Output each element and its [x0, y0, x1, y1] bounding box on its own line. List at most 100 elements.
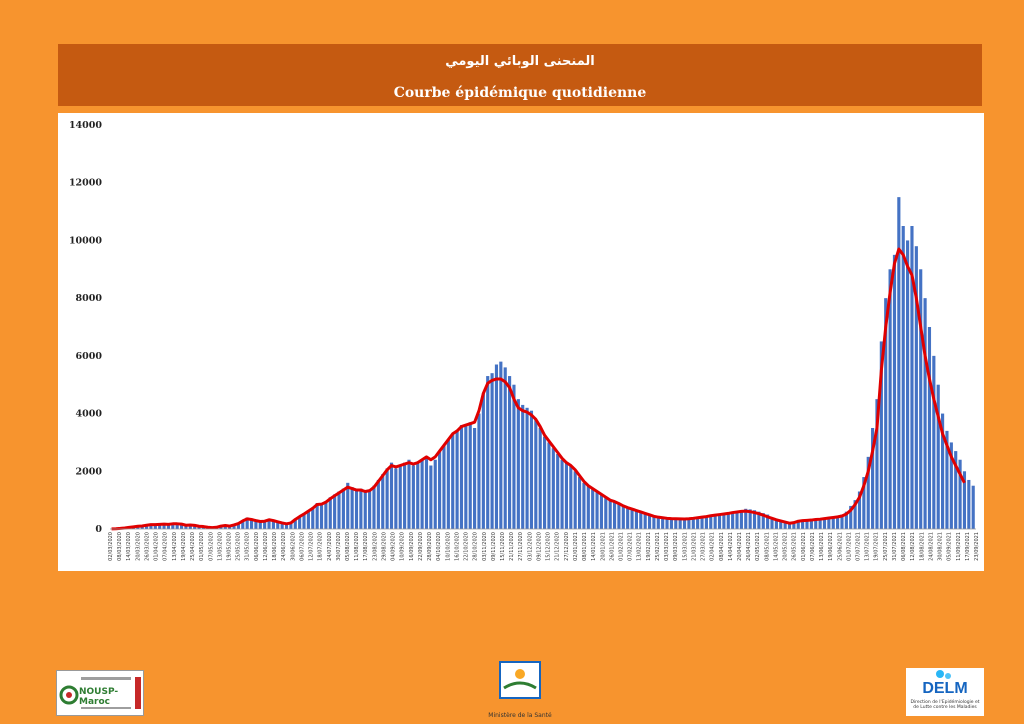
daily-cases-bar — [582, 482, 586, 529]
x-tick-label: 07/05/2020 — [208, 532, 214, 561]
daily-cases-bar — [363, 491, 367, 529]
x-tick-label: 15/11/2020 — [500, 532, 506, 561]
x-tick-label: 17/08/2020 — [363, 532, 369, 561]
daily-cases-bar — [682, 519, 687, 529]
daily-cases-bar — [949, 442, 953, 529]
x-tick-label: 15/03/2021 — [682, 532, 688, 561]
x-tick-label: 03/11/2020 — [482, 532, 488, 561]
daily-cases-bar — [792, 523, 796, 529]
x-tick-label: 28/09/2020 — [427, 532, 433, 561]
daily-cases-bar — [481, 393, 485, 529]
daily-cases-bar — [757, 511, 761, 529]
x-tick-label: 13/04/2020 — [172, 532, 178, 561]
daily-cases-bar — [158, 524, 162, 529]
daily-cases-bar — [508, 376, 512, 529]
daily-cases-bar — [573, 471, 577, 529]
y-tick-label: 12000 — [69, 178, 102, 189]
x-tick-label: 25/07/2021 — [883, 532, 889, 561]
x-tick-label: 10/09/2020 — [400, 532, 406, 561]
daily-cases-bar — [403, 462, 407, 529]
daily-cases-bar — [420, 459, 424, 529]
daily-cases-bar — [884, 298, 888, 529]
daily-cases-bar — [691, 518, 695, 529]
daily-cases-bar — [494, 364, 499, 529]
y-tick-label: 10000 — [69, 235, 102, 246]
daily-cases-bar — [954, 451, 958, 529]
daily-cases-bar — [284, 524, 289, 529]
chart-title-arabic: المنحنى الوبائي اليومي — [445, 54, 595, 69]
daily-cases-bar — [722, 513, 726, 529]
x-tick-label: 07/06/2021 — [810, 532, 816, 561]
x-tick-label: 26/04/2021 — [746, 532, 752, 561]
x-tick-label: 12/08/2021 — [910, 532, 916, 561]
daily-cases-bar — [433, 459, 437, 529]
daily-cases-bar — [936, 384, 940, 529]
daily-cases-bar — [534, 419, 538, 529]
x-tick-label: 27/03/2021 — [701, 532, 707, 561]
daily-cases-bar — [302, 513, 306, 529]
daily-cases-bar — [315, 503, 319, 529]
daily-cases-bar — [359, 488, 363, 529]
daily-cases-bar — [906, 240, 910, 529]
daily-cases-bar — [516, 399, 520, 529]
daily-cases-bar — [704, 516, 708, 529]
x-tick-label: 04/09/2020 — [391, 532, 397, 561]
x-tick-label: 30/06/2020 — [290, 532, 296, 561]
daily-cases-bar — [249, 518, 254, 529]
x-tick-label: 13/02/2021 — [637, 532, 643, 561]
x-tick-label: 10/10/2020 — [445, 532, 451, 561]
x-tick-label: 05/09/2021 — [947, 532, 953, 561]
x-tick-label: 30/08/2021 — [938, 532, 944, 561]
daily-cases-bar — [875, 399, 879, 529]
daily-cases-bar — [311, 507, 315, 529]
daily-cases-bar — [306, 510, 310, 529]
daily-cases-bar — [866, 456, 870, 529]
daily-cases-bar — [796, 521, 800, 529]
daily-cases-bar — [337, 491, 341, 529]
x-tick-label: 24/06/2020 — [281, 532, 287, 561]
daily-cases-bar — [564, 462, 569, 529]
x-tick-label: 30/07/2020 — [336, 532, 342, 561]
daily-cases-bar — [486, 376, 490, 529]
x-tick-label: 21/12/2020 — [555, 532, 561, 561]
daily-cases-bar — [967, 479, 971, 529]
daily-cases-bar — [914, 246, 918, 529]
daily-cases-bar — [713, 514, 717, 529]
delm-subtitle: Direction de l'Epidémiologie et de Lutte… — [910, 700, 980, 710]
daily-cases-bar — [971, 485, 975, 529]
x-tick-label: 21/11/2020 — [509, 532, 515, 561]
daily-cases-bar — [223, 525, 227, 529]
daily-cases-bar — [341, 488, 345, 529]
daily-cases-bar — [153, 524, 157, 529]
daily-cases-bar — [897, 197, 901, 529]
daily-cases-bar — [521, 404, 525, 529]
daily-cases-bar — [735, 511, 739, 529]
daily-cases-bar — [280, 523, 284, 529]
daily-cases-bar — [643, 513, 647, 529]
x-tick-label: 06/08/2021 — [901, 532, 907, 561]
daily-cases-bar — [293, 518, 297, 529]
x-tick-label: 25/02/2021 — [655, 532, 661, 561]
x-tick-label: 24/07/2020 — [327, 532, 333, 561]
daily-cases-bar — [446, 439, 450, 529]
daily-cases-bar — [459, 425, 464, 529]
daily-cases-bar — [927, 327, 932, 529]
x-tick-label: 29/08/2020 — [381, 532, 387, 561]
x-tick-label: 12/07/2020 — [309, 532, 315, 561]
daily-cases-bar — [551, 448, 555, 529]
nousp-label: NOUSP-Maroc — [79, 687, 119, 707]
daily-cases-bar — [844, 511, 848, 529]
x-tick-label: 06/07/2020 — [299, 532, 305, 561]
x-tick-label: 22/10/2020 — [464, 532, 470, 561]
x-tick-label: 20/04/2021 — [737, 532, 743, 561]
plot-area: 0 2000 4000 6000 8000 10000 12000 14000 02/03/20… — [58, 113, 984, 571]
x-tick-label: 01/04/2020 — [154, 532, 160, 561]
daily-cases-bar — [376, 479, 380, 529]
daily-cases-bar — [368, 490, 372, 529]
daily-cases-bar — [687, 518, 691, 529]
daily-cases-bar — [871, 428, 875, 529]
daily-cases-bar — [490, 373, 494, 529]
x-tick-label: 17/09/2021 — [965, 532, 971, 561]
epidemic-curve-chart: 0 2000 4000 6000 8000 10000 12000 14000 02/03/20… — [69, 120, 980, 561]
daily-cases-bar — [193, 525, 197, 529]
